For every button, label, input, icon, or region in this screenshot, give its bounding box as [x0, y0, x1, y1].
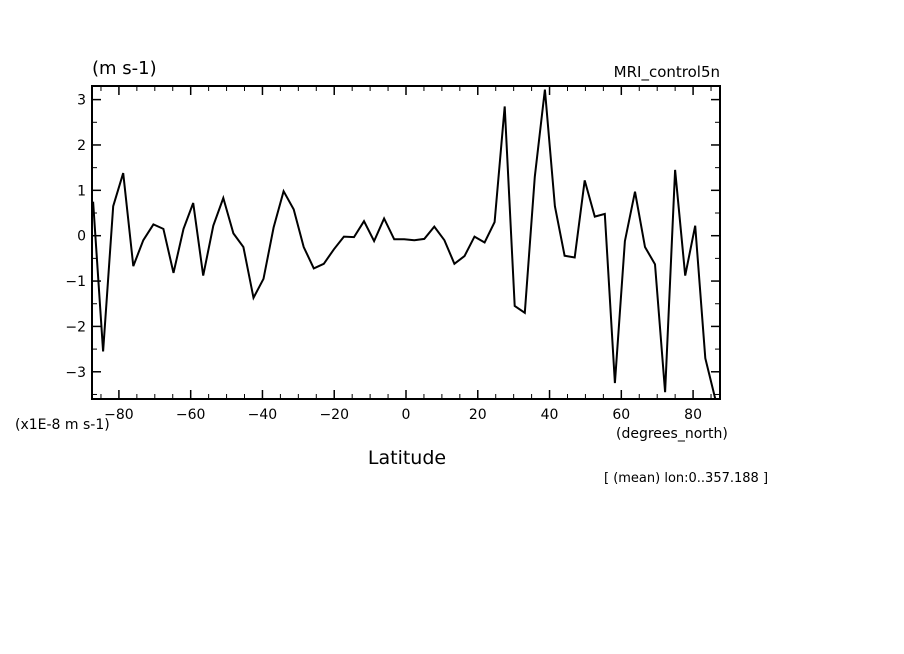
x-tick-label: −60 — [176, 407, 206, 423]
x-tick-label: 20 — [469, 407, 487, 423]
x-tick-label: 0 — [402, 407, 411, 423]
data-series-line — [92, 89, 717, 400]
y-tick-label: −1 — [65, 274, 86, 290]
x-tick-labels: −80 −60 −40 −20 0 20 40 60 80 — [104, 407, 702, 423]
x-tick-label: −20 — [319, 407, 349, 423]
y-tick-label: −2 — [65, 319, 86, 335]
plot-frame — [91, 85, 721, 400]
x-tick-label: 80 — [684, 407, 702, 423]
y-tick-label: 3 — [77, 93, 86, 109]
x-tick-label: 60 — [612, 407, 630, 423]
dataset-label: MRI_control5n — [614, 63, 720, 82]
footer-note: [ (mean) lon:0..357.188 ] — [604, 471, 768, 486]
scale-label: (x1E-8 m s-1) — [15, 417, 110, 433]
y-tick-label: 2 — [77, 138, 86, 154]
unit-label: (m s-1) — [92, 58, 157, 79]
x-tick-label: 40 — [541, 407, 559, 423]
y-tick-label: −3 — [65, 365, 86, 381]
x-tick-label: −40 — [248, 407, 278, 423]
y-tick-labels: −3 −2 −1 0 1 2 3 — [65, 93, 86, 381]
major-ticks — [92, 86, 720, 399]
x-axis-title: Latitude — [368, 447, 446, 469]
y-tick-label: 1 — [77, 183, 86, 199]
x-tick-label: −80 — [104, 407, 134, 423]
y-tick-label: 0 — [77, 229, 86, 245]
x-unit-label: (degrees_north) — [616, 426, 728, 442]
